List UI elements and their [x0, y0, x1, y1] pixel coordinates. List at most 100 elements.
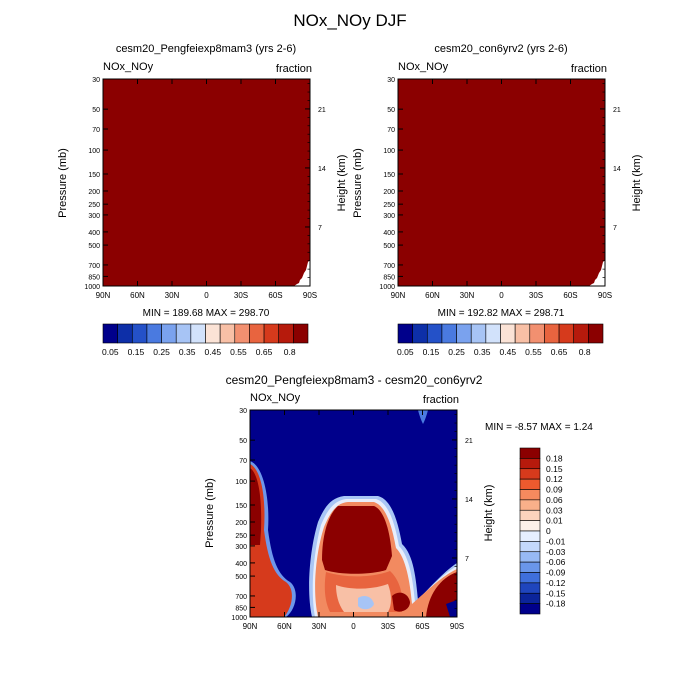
y-tick-label: 250: [235, 533, 247, 540]
y-tick-label: 150: [235, 503, 247, 510]
colorbar-top-left-label: 0.15: [128, 347, 145, 357]
colorbar-bottom-label: -0.15: [546, 588, 566, 598]
anomaly-center-cool: [358, 596, 374, 610]
y-tick-label: 70: [387, 127, 395, 134]
colorbar-bottom-label: 0.03: [546, 505, 563, 515]
colorbar-bottom-swatch: [519, 458, 541, 470]
colorbar-top-left-swatch: [175, 323, 192, 344]
panel-2-surface-gap: [589, 260, 605, 286]
colorbar-top-right-swatch: [588, 323, 604, 344]
x-tick-label: 60S: [268, 291, 282, 300]
y-tick-label: 200: [383, 189, 395, 196]
panel-1-surface-gap: [294, 260, 310, 286]
colorbar-bottom-swatch: [519, 603, 541, 615]
y-tick-label: 1000: [231, 615, 247, 622]
colorbar-bottom-swatch: [519, 592, 541, 604]
colorbar-top-right-label: 0.45: [500, 347, 517, 357]
colorbar-top-left-swatch: [161, 323, 177, 344]
panel-3-left-label: NOx_NOy: [250, 392, 301, 404]
panel-3-ylabel-right: Height (km): [483, 485, 495, 542]
colorbar-top-right-swatch: [514, 323, 531, 344]
colorbar-top-right-swatch: [544, 323, 560, 344]
y-tick-label: 70: [92, 127, 100, 134]
y-tick-label: 500: [383, 243, 395, 250]
x-tick-label: 0: [204, 291, 209, 300]
colorbar-top-right-swatch: [412, 323, 428, 344]
x-tick-label: 90S: [598, 291, 612, 300]
colorbar-top-right-label: 0.35: [474, 347, 491, 357]
colorbar-bottom-label: -0.01: [546, 536, 566, 546]
colorbar-top-right-label: 0.65: [551, 347, 568, 357]
colorbar-bottom-label: 0.15: [546, 464, 563, 474]
colorbar-top-left-swatch: [117, 323, 133, 344]
panel-3-title: cesm20_Pengfeiexp8mam3 - cesm20_con6yrv2: [226, 373, 483, 387]
x-tick-label: 30S: [529, 291, 543, 300]
colorbar-top-right-swatch: [558, 323, 575, 344]
x-tick-label: 0: [351, 622, 356, 631]
colorbar-top-left-swatch: [219, 323, 236, 344]
y-tick-right-label: 21: [318, 107, 326, 114]
colorbar-bottom-label: 0.12: [546, 474, 563, 484]
x-tick-label: 30N: [165, 291, 180, 300]
colorbar-bottom-label: -0.12: [546, 578, 566, 588]
y-tick-right-label: 7: [613, 225, 617, 232]
x-tick-label: 60N: [277, 622, 292, 631]
colorbar-top-right-label: 0.25: [448, 347, 465, 357]
colorbar-bottom-swatch: [519, 489, 541, 501]
colorbar-bottom-label: -0.03: [546, 547, 566, 557]
x-tick-label: 90S: [303, 291, 317, 300]
panel-1: cesm20_Pengfeiexp8mam3 (yrs 2-6) NOx_NOy…: [57, 43, 348, 319]
panel-2-field: [398, 79, 605, 286]
x-tick-label: 90N: [243, 622, 258, 631]
colorbar-top-right-swatch: [485, 323, 501, 344]
y-tick-right-label: 21: [613, 107, 621, 114]
panel-1-ylabel-right: Height (km): [336, 155, 348, 212]
panel-3-axes: 90N 60N 30N 0 30S 60S 90S 30 50 70 100 150 200 250 300…: [231, 408, 472, 631]
x-tick-label: 30N: [312, 622, 327, 631]
y-tick-label: 100: [383, 148, 395, 155]
colorbar-bottom-swatch: [519, 499, 541, 511]
colorbar-top-left-label: 0.65: [256, 347, 273, 357]
y-tick-label: 50: [239, 438, 247, 445]
y-tick-label: 700: [88, 263, 100, 270]
colorbar-top-left-label: 0.25: [153, 347, 170, 357]
colorbar-top-left-swatch: [234, 323, 250, 344]
y-tick-label: 70: [239, 458, 247, 465]
y-tick-label: 200: [235, 520, 247, 527]
panel-2-title: cesm20_con6yrv2 (yrs 2-6): [434, 43, 567, 55]
colorbar-top-right-label: 0.05: [397, 347, 414, 357]
x-tick-label: 30S: [381, 622, 395, 631]
colorbar-bottom-swatch: [519, 509, 541, 521]
colorbar-bottom-swatch: [519, 447, 541, 459]
x-tick-label: 90N: [96, 291, 111, 300]
panel-2-ylabel-right: Height (km): [631, 155, 643, 212]
panel-2-axes: 90N 60N 30N 0 30S 60S 90S 30 50 70 100 150 200 250 300…: [379, 77, 620, 300]
x-tick-label: 60N: [425, 291, 440, 300]
colorbar-bottom-label: -0.09: [546, 568, 566, 578]
anomaly-center-core: [322, 506, 392, 574]
colorbar-bottom: 0.180.150.120.090.060.030.010-0.01-0.03-…: [519, 447, 566, 615]
anomaly-surface-blob: [392, 592, 410, 612]
y-tick-right-label: 14: [613, 166, 621, 173]
colorbar-bottom-swatch: [519, 478, 541, 490]
panel-2-ylabel: Pressure (mb): [352, 148, 364, 218]
y-tick-label: 150: [88, 172, 100, 179]
y-tick-label: 700: [383, 263, 395, 270]
colorbar-top-left-swatch: [205, 323, 221, 344]
colorbar-bottom-swatch: [519, 582, 541, 594]
panel-1-axes: 90N 60N 30N 0 30S 60S 90S 30 50 70 100 150 200 250 300…: [84, 77, 325, 300]
panel-2: cesm20_con6yrv2 (yrs 2-6) NOx_NOy fracti…: [352, 43, 643, 319]
y-tick-right-label: 7: [465, 556, 469, 563]
colorbar-top-left-label: 0.45: [205, 347, 222, 357]
colorbar-bottom-swatch: [519, 572, 541, 584]
y-tick-label: 300: [88, 213, 100, 220]
y-tick-label: 30: [239, 408, 247, 415]
x-tick-label: 90N: [391, 291, 406, 300]
colorbar-top-left-swatch: [102, 323, 118, 344]
colorbar-bottom-swatch: [519, 530, 541, 542]
y-tick-label: 850: [235, 605, 247, 612]
colorbar-bottom-label: 0.06: [546, 495, 563, 505]
panel-1-field: [103, 79, 310, 286]
colorbar-top-left-label: 0.05: [102, 347, 119, 357]
colorbar-bottom-swatch: [519, 541, 541, 553]
